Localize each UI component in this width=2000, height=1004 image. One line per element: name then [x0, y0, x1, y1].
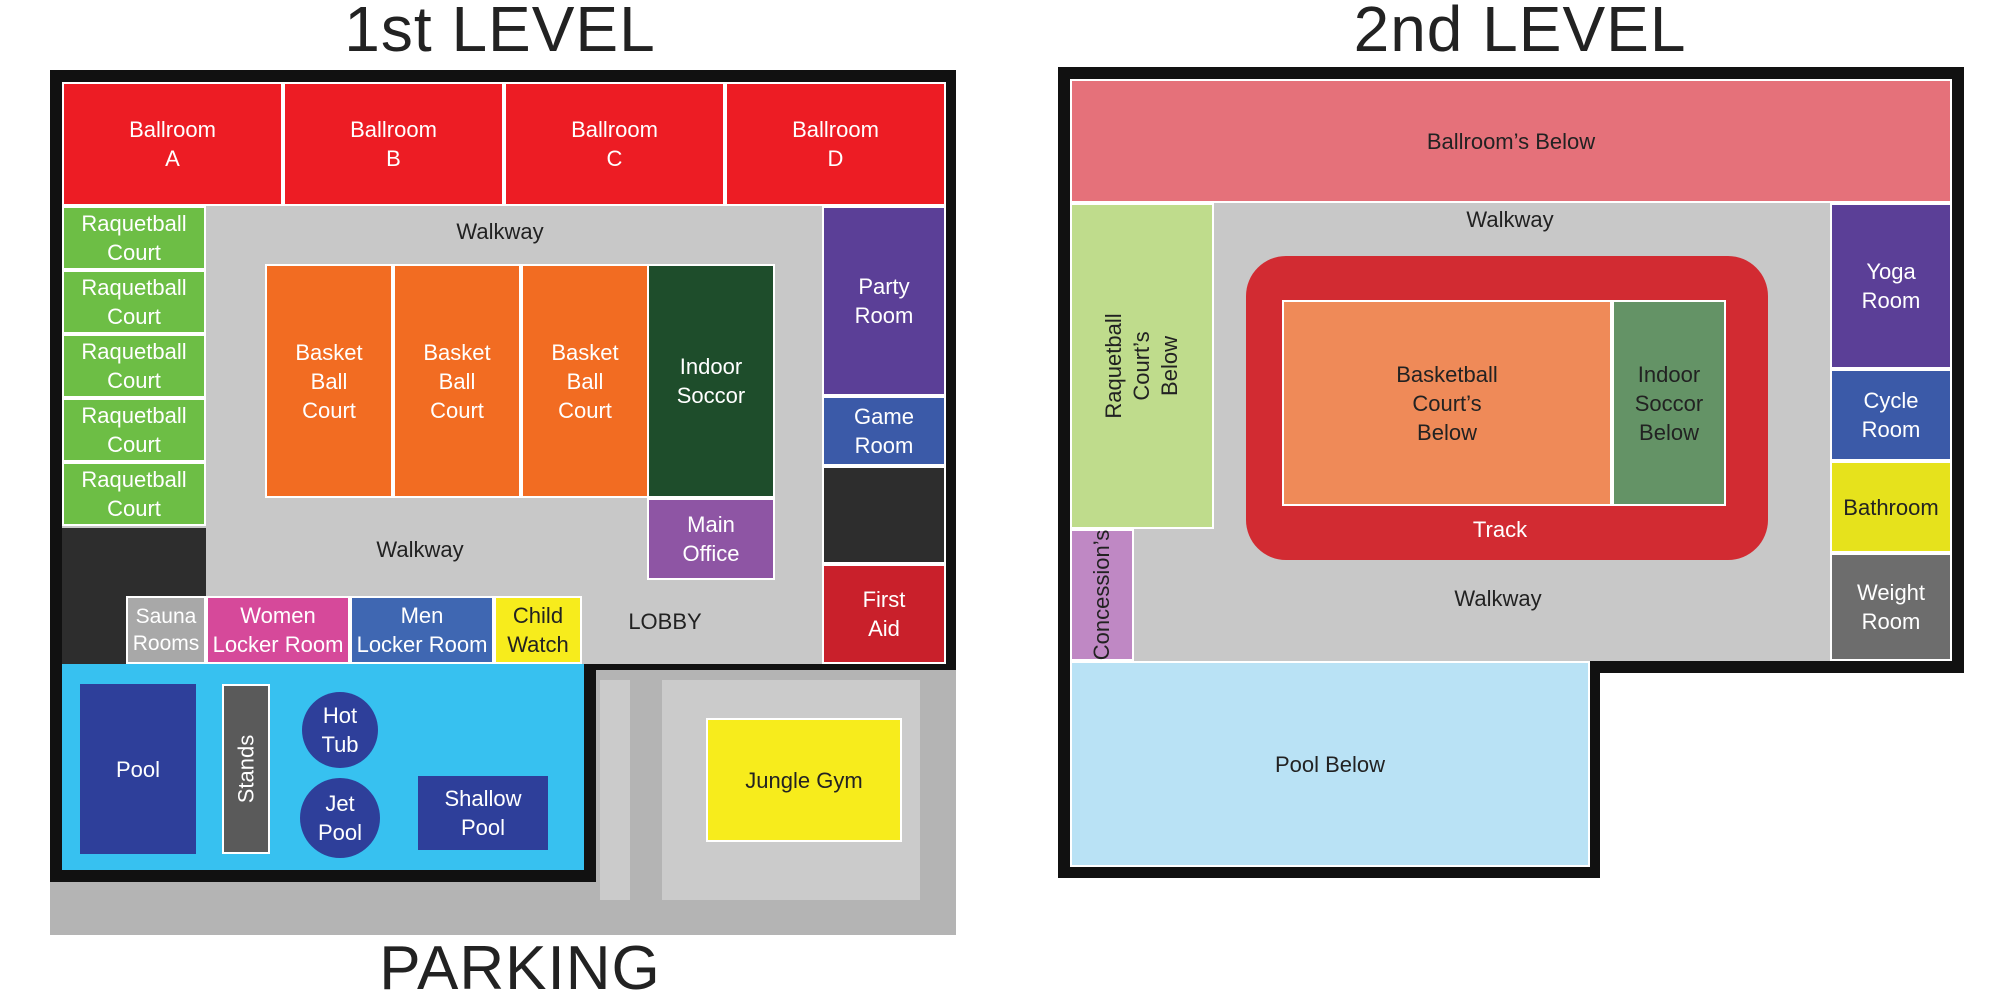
- ballrooms-below[interactable]: Ballroom’s Below: [1070, 79, 1952, 203]
- basketball-court-3[interactable]: Basket Ball Court: [521, 264, 649, 498]
- indoor-soccer[interactable]: Indoor Soccor: [647, 264, 775, 498]
- storage-block-right: [822, 466, 946, 564]
- first-aid[interactable]: First Aid: [822, 564, 946, 664]
- weight-room[interactable]: Weight Room: [1830, 553, 1952, 661]
- jet-pool[interactable]: Jet Pool: [300, 778, 380, 858]
- indoor-soccer-below[interactable]: Indoor Soccor Below: [1612, 300, 1726, 506]
- jungle-gym[interactable]: Jungle Gym: [706, 718, 902, 842]
- women-locker-room[interactable]: Women Locker Room: [206, 596, 350, 664]
- game-room[interactable]: Game Room: [822, 396, 946, 466]
- raquetball-courts-below[interactable]: Raquetball Court’s Below: [1070, 203, 1214, 529]
- basketball-court-1[interactable]: Basket Ball Court: [265, 264, 393, 498]
- ballroom-c[interactable]: Ballroom C: [504, 82, 725, 206]
- parking-label: PARKING: [379, 934, 661, 1003]
- track-label: Track: [1472, 517, 1528, 542]
- raquetball-court-3[interactable]: Raquetball Court: [62, 334, 206, 398]
- ballroom-a[interactable]: Ballroom A: [62, 82, 283, 206]
- main-office[interactable]: Main Office: [647, 498, 775, 580]
- stands[interactable]: Stands: [222, 684, 270, 854]
- level2-walkway-bottom-label: Walkway: [1454, 586, 1542, 611]
- hot-tub[interactable]: Hot Tub: [302, 692, 378, 768]
- level2-title: 2nd LEVEL: [1353, 0, 1687, 65]
- raquetball-court-2[interactable]: Raquetball Court: [62, 270, 206, 334]
- child-watch[interactable]: Child Watch: [494, 596, 582, 664]
- basketball-court-2[interactable]: Basket Ball Court: [393, 264, 521, 498]
- shallow-pool[interactable]: Shallow Pool: [418, 776, 548, 850]
- men-locker-room[interactable]: Men Locker Room: [350, 596, 494, 664]
- ballroom-d[interactable]: Ballroom D: [725, 82, 946, 206]
- concessions-label: Concession’s: [1089, 529, 1115, 661]
- yoga-room[interactable]: Yoga Room: [1830, 203, 1952, 369]
- raquetball-courts-below-label: Raquetball Court’s Below: [1101, 313, 1182, 419]
- raquetball-court-1[interactable]: Raquetball Court: [62, 206, 206, 270]
- level2-walkway-top-label: Walkway: [1466, 207, 1554, 232]
- raquetball-court-4[interactable]: Raquetball Court: [62, 398, 206, 462]
- pool-below[interactable]: Pool Below: [1070, 661, 1590, 867]
- walkway-top-label: Walkway: [456, 219, 544, 244]
- level1-title: 1st LEVEL: [344, 0, 656, 65]
- ballroom-b[interactable]: Ballroom B: [283, 82, 504, 206]
- concessions[interactable]: Concession’s: [1070, 529, 1134, 661]
- parking-lot-1: [600, 680, 630, 900]
- cycle-room[interactable]: Cycle Room: [1830, 369, 1952, 461]
- raquetball-court-5[interactable]: Raquetball Court: [62, 462, 206, 526]
- party-room[interactable]: Party Room: [822, 206, 946, 396]
- stands-label: Stands: [233, 734, 258, 804]
- walkway-bottom-label: Walkway: [376, 537, 464, 562]
- pool[interactable]: Pool: [80, 684, 196, 854]
- basketball-courts-below[interactable]: Basketball Court’s Below: [1282, 300, 1612, 506]
- bathroom[interactable]: Bathroom: [1830, 461, 1952, 553]
- sauna-rooms[interactable]: Sauna Rooms: [126, 596, 206, 664]
- lobby-label: LOBBY: [628, 609, 702, 634]
